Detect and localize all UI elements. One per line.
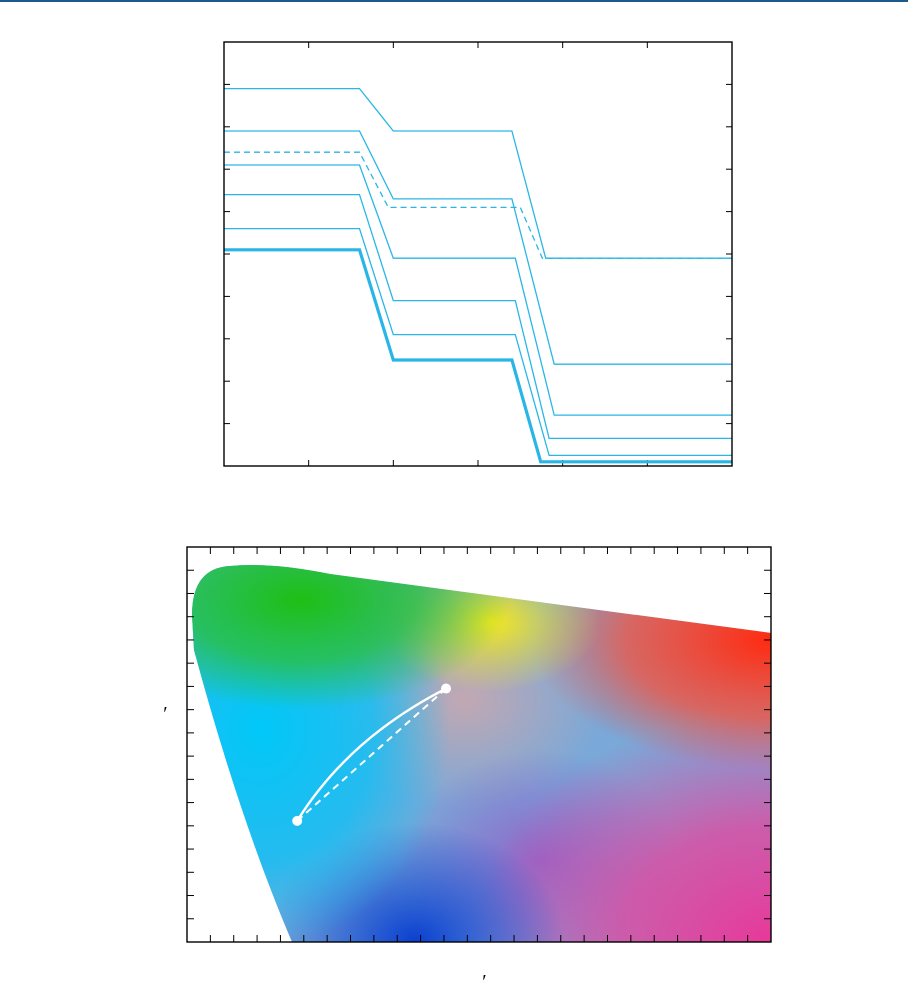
chart2-point-1 bbox=[292, 815, 303, 826]
chart2-dashed-line bbox=[296, 687, 447, 822]
chart1-series-line-6 bbox=[224, 227, 732, 457]
chart2-xlabel: ′ bbox=[481, 971, 486, 988]
chart1-series-line-7 bbox=[224, 248, 732, 464]
chart1-series-line-4 bbox=[224, 164, 732, 416]
chart2-curves bbox=[296, 687, 447, 822]
chart2-solid-curve bbox=[296, 687, 447, 822]
chart1-series-line-1 bbox=[224, 87, 732, 259]
chart1-frame bbox=[223, 41, 733, 467]
chart1-series bbox=[224, 87, 732, 464]
chart2-point-2 bbox=[441, 683, 452, 694]
chart1-series-line-3 bbox=[224, 151, 732, 259]
chart2-frame bbox=[186, 546, 772, 943]
chart2-ylabel: ′ bbox=[162, 703, 167, 725]
chart2-points bbox=[292, 683, 452, 826]
chromaticity-color-field bbox=[192, 565, 771, 942]
chart1-series-line-2 bbox=[224, 130, 732, 365]
chart1-series-line-5 bbox=[224, 193, 732, 440]
top-border bbox=[0, 0, 908, 2]
step-line-chart bbox=[223, 41, 733, 467]
